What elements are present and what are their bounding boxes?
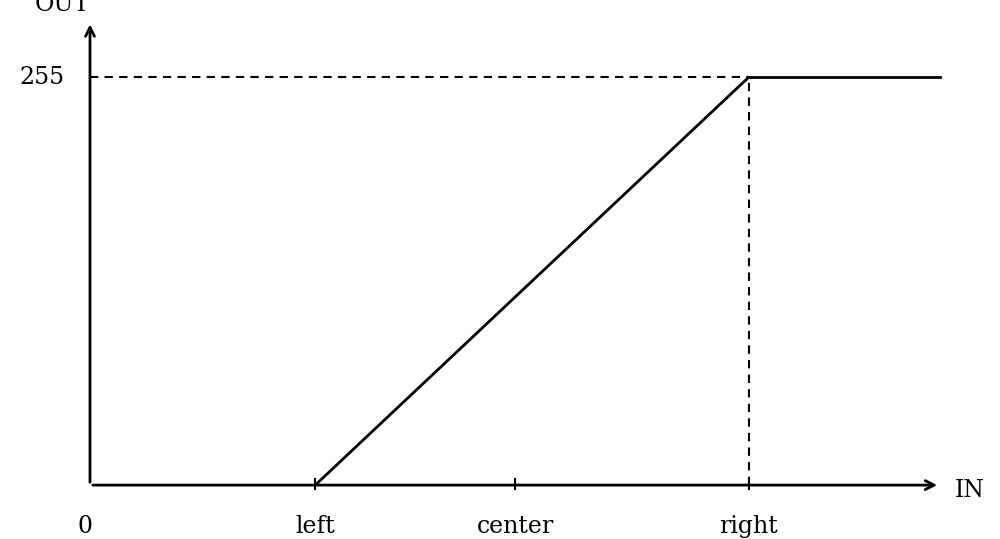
Text: left: left bbox=[295, 515, 335, 538]
Text: right: right bbox=[719, 515, 778, 538]
Text: 0: 0 bbox=[77, 515, 92, 538]
Text: OUT: OUT bbox=[35, 0, 90, 16]
Text: IN: IN bbox=[955, 479, 985, 502]
Text: 255: 255 bbox=[20, 66, 65, 89]
Text: center: center bbox=[476, 515, 554, 538]
